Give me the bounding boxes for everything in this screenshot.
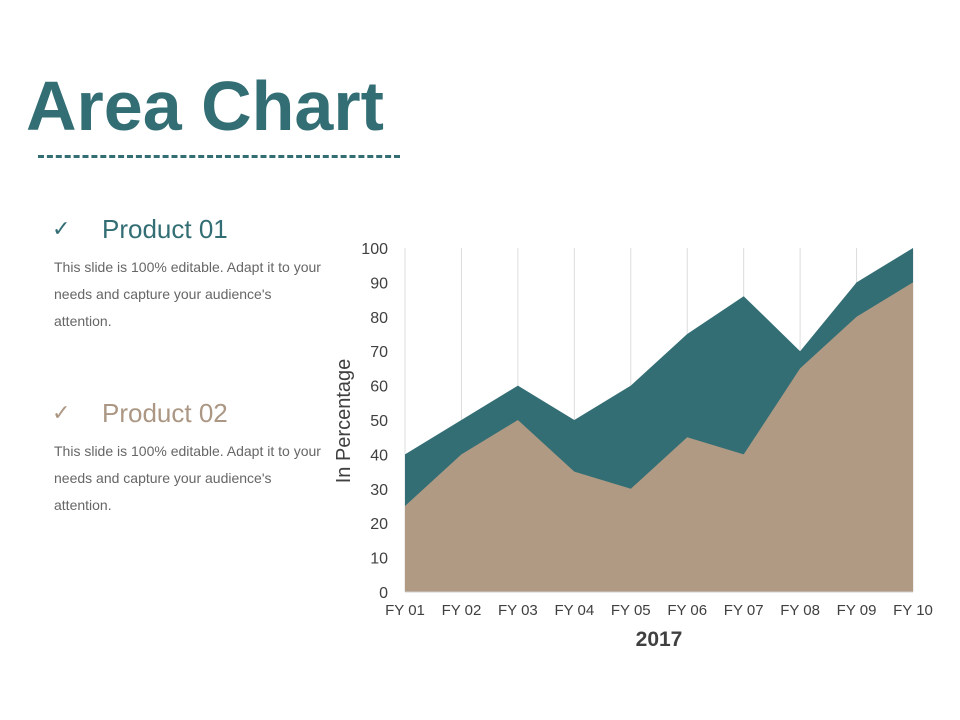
legend-description: This slide is 100% editable. Adapt it to… <box>54 443 321 513</box>
x-tick-label: FY 06 <box>667 602 707 619</box>
x-tick-label: FY 07 <box>724 602 764 619</box>
x-tick-label: FY 03 <box>498 602 538 619</box>
x-tick-label: FY 02 <box>442 602 482 619</box>
check-icon: ✓ <box>52 400 71 426</box>
x-tick-label: FY 08 <box>780 602 820 619</box>
y-tick-label: 0 <box>379 585 388 602</box>
y-axis-label: In Percentage <box>333 359 355 484</box>
legend-product-01: ✓ Product 01 This slide is 100% editable… <box>52 212 322 335</box>
y-tick-label: 20 <box>370 516 388 533</box>
check-icon: ✓ <box>52 216 71 242</box>
legend-product-name: Product 02 <box>102 397 228 428</box>
x-tick-label: FY 01 <box>385 602 425 619</box>
page-title: Area Chart <box>26 67 384 145</box>
y-tick-label: 40 <box>370 447 388 464</box>
y-tick-label: 80 <box>370 310 388 327</box>
legend-description: This slide is 100% editable. Adapt it to… <box>54 259 321 329</box>
x-tick-label: FY 04 <box>554 602 594 619</box>
area-series-2 <box>405 282 913 592</box>
y-tick-label: 70 <box>370 344 388 361</box>
legend-product-name: Product 01 <box>102 213 228 244</box>
y-tick-label: 90 <box>370 275 388 292</box>
y-tick-label: 60 <box>370 379 388 396</box>
legend-product-02: ✓ Product 02 This slide is 100% editable… <box>52 396 322 519</box>
x-axis-label: 2017 <box>636 628 683 651</box>
y-tick-label: 50 <box>370 413 388 430</box>
title-underline <box>38 155 400 158</box>
x-tick-label: FY 09 <box>837 602 877 619</box>
y-tick-label: 100 <box>361 241 388 258</box>
x-tick-label: FY 05 <box>611 602 651 619</box>
x-tick-label: FY 10 <box>893 602 933 619</box>
y-tick-label: 10 <box>370 551 388 568</box>
y-tick-label: 30 <box>370 482 388 499</box>
